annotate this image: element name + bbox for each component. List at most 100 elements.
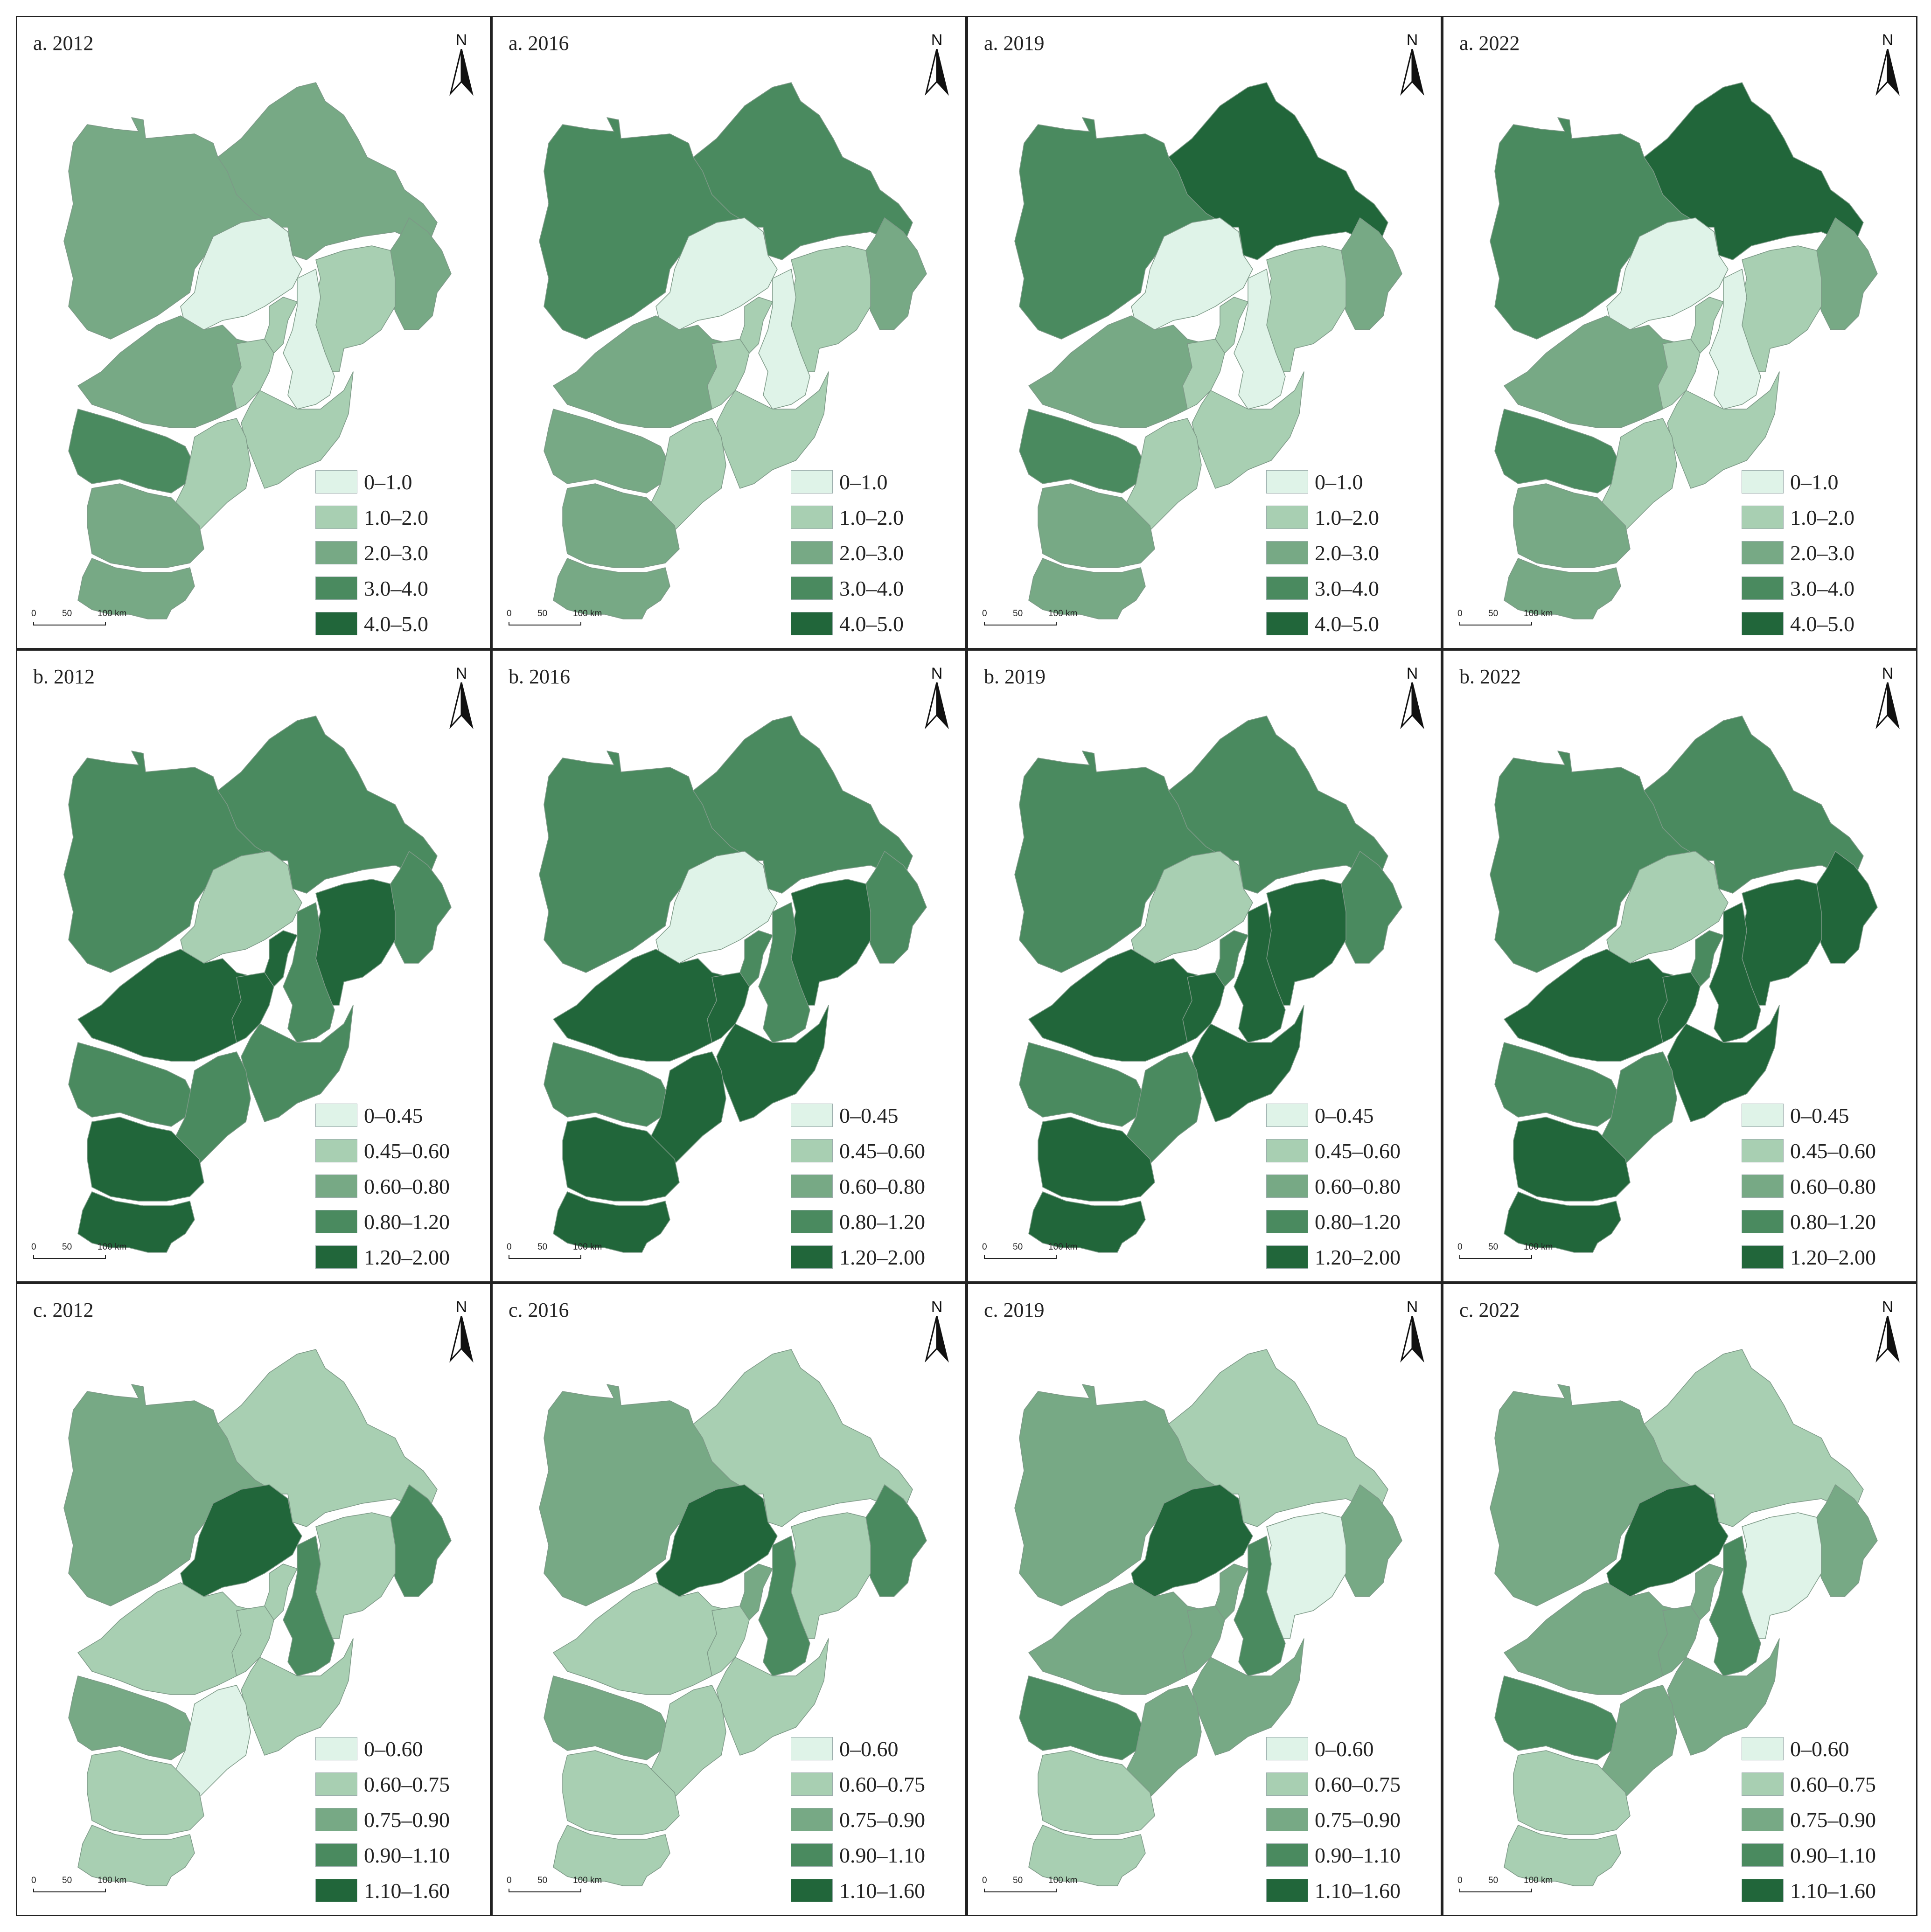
scale-bar-line (1459, 1255, 1532, 1259)
legend-label: 4.0–5.0 (364, 612, 428, 636)
legend-item: 1.10–1.60 (791, 1873, 949, 1908)
legend-swatch (791, 541, 833, 564)
legend-item: 4.0–5.0 (791, 606, 949, 641)
region-tianjin (1709, 1536, 1761, 1676)
region-handan (553, 1825, 670, 1886)
legend-label: 0.60–0.80 (1315, 1174, 1401, 1198)
legend-swatch (1266, 1104, 1308, 1127)
legend-swatch (1742, 1879, 1784, 1902)
region-tianjin (1234, 269, 1286, 410)
legend-label: 0.75–0.90 (1315, 1808, 1401, 1832)
region-shijiazhuang (544, 409, 670, 493)
legend-swatch (1742, 1104, 1784, 1127)
scale-label: 50 (1488, 1876, 1499, 1885)
region-handan (1028, 1191, 1146, 1253)
map-panel: b. 2019 N 0 50 100 km 0–0.45 0.45–0.60 0.60–0.8… (967, 649, 1442, 1283)
legend-swatch (1266, 1879, 1308, 1902)
legend-label: 0.75–0.90 (1790, 1808, 1876, 1832)
scale-label: 0 (1457, 1876, 1463, 1885)
legend-swatch (1266, 506, 1308, 529)
region-langfang (264, 297, 298, 354)
region-hengshui (1126, 418, 1202, 531)
legend-swatch (791, 1879, 833, 1902)
legend-item: 1.0–2.0 (1266, 500, 1425, 535)
legend-item: 3.0–4.0 (1266, 570, 1425, 606)
legend: 0–0.45 0.45–0.60 0.60–0.80 0.80–1.20 1.20–2.… (1742, 1098, 1900, 1275)
legend-label: 0.60–0.75 (1790, 1772, 1876, 1796)
legend-label: 1.0–2.0 (839, 506, 904, 529)
region-xingtai (562, 1750, 680, 1835)
legend-item: 1.20–2.00 (1742, 1239, 1900, 1275)
legend-swatch (315, 612, 357, 635)
legend-swatch (791, 506, 833, 529)
scale-label: 100 km (98, 1876, 127, 1885)
choropleth-map (539, 82, 927, 619)
legend-item: 0.60–0.80 (315, 1168, 474, 1204)
legend-item: 0.60–0.80 (791, 1168, 949, 1204)
legend: 0–0.60 0.60–0.75 0.75–0.90 0.90–1.10 1.10–1.… (315, 1731, 474, 1908)
region-baoding (553, 1582, 736, 1695)
region-shijiazhuang (68, 409, 195, 493)
legend-label: 0.60–0.75 (1315, 1772, 1401, 1796)
region-langfang (1690, 930, 1724, 987)
legend-swatch (315, 1245, 357, 1269)
map-panel: c. 2022 N 0 50 100 km 0–0.60 0.60–0.75 0.75–0.9… (1442, 1283, 1917, 1916)
legend-swatch (791, 1139, 833, 1162)
legend-swatch (1266, 1174, 1308, 1198)
north-label: N (931, 1298, 943, 1316)
scale-label: 0 (31, 609, 36, 619)
region-shijiazhuang (68, 1042, 195, 1127)
legend-item: 1.10–1.60 (1266, 1873, 1425, 1908)
region-beijing (180, 1484, 302, 1597)
region-shijiazhuang (1494, 409, 1621, 493)
panel-title: a. 2016 (509, 32, 569, 55)
legend-swatch (315, 1843, 357, 1867)
map-panel: c. 2016 N 0 50 100 km 0–0.60 0.60–0.75 0.75–0.9… (491, 1283, 967, 1916)
scale-label: 0 (31, 1242, 36, 1252)
choropleth-map (1014, 1349, 1402, 1886)
scale-label: 100 km (1524, 1242, 1553, 1252)
region-shijiazhuang (544, 1675, 670, 1760)
legend-swatch (1266, 1245, 1308, 1269)
legend-item: 0.80–1.20 (315, 1204, 474, 1239)
legend-swatch (791, 1245, 833, 1269)
region-xiongan (707, 972, 750, 1043)
scale-bar: 0 50 100 km (31, 1876, 136, 1894)
north-label: N (455, 665, 467, 682)
map-panel: a. 2022 N 0 50 100 km 0–1.0 1.0–2.0 2.0–3.0 3.0–… (1442, 16, 1917, 649)
region-baoding (1028, 1582, 1211, 1695)
region-beijing (655, 851, 778, 964)
legend-swatch (315, 506, 357, 529)
north-arrow-icon: N (445, 31, 478, 97)
legend-swatch (791, 612, 833, 635)
legend-swatch (791, 1737, 833, 1760)
north-label: N (1882, 1298, 1894, 1316)
region-xingtai (87, 1750, 204, 1835)
scale-label: 100 km (1524, 1876, 1553, 1885)
legend: 0–0.45 0.45–0.60 0.60–0.80 0.80–1.20 1.20–2.… (1266, 1098, 1425, 1275)
legend-swatch (1266, 1139, 1308, 1162)
legend-swatch (1742, 1808, 1784, 1831)
region-baoding (553, 949, 736, 1062)
map-panel: b. 2022 N 0 50 100 km 0–0.45 0.45–0.60 0.60–0.8… (1442, 649, 1917, 1283)
choropleth-map (1014, 82, 1402, 619)
legend-swatch (791, 1104, 833, 1127)
region-handan (77, 558, 195, 619)
region-qinhuangdao (861, 851, 927, 964)
north-label: N (1406, 665, 1418, 682)
scale-bar-line (33, 1255, 106, 1259)
legend-item: 0.45–0.60 (791, 1133, 949, 1168)
scale-label: 50 (537, 609, 548, 619)
map-panel: a. 2016 N 0 50 100 km 0–1.0 1.0–2.0 2.0–3.0 3.0–… (491, 16, 967, 649)
region-hengshui (651, 1051, 726, 1164)
legend-swatch (315, 470, 357, 493)
legend-swatch (1266, 1843, 1308, 1867)
region-xingtai (562, 1117, 680, 1202)
legend-swatch (791, 1210, 833, 1233)
scale-label: 100 km (1048, 1876, 1078, 1885)
scale-bar: 0 50 100 km (1457, 609, 1562, 627)
legend-label: 0.45–0.60 (1790, 1139, 1876, 1163)
legend-label: 1.0–2.0 (1315, 506, 1379, 529)
scale-bar: 0 50 100 km (507, 609, 611, 627)
region-qinhuangdao (1336, 851, 1402, 964)
